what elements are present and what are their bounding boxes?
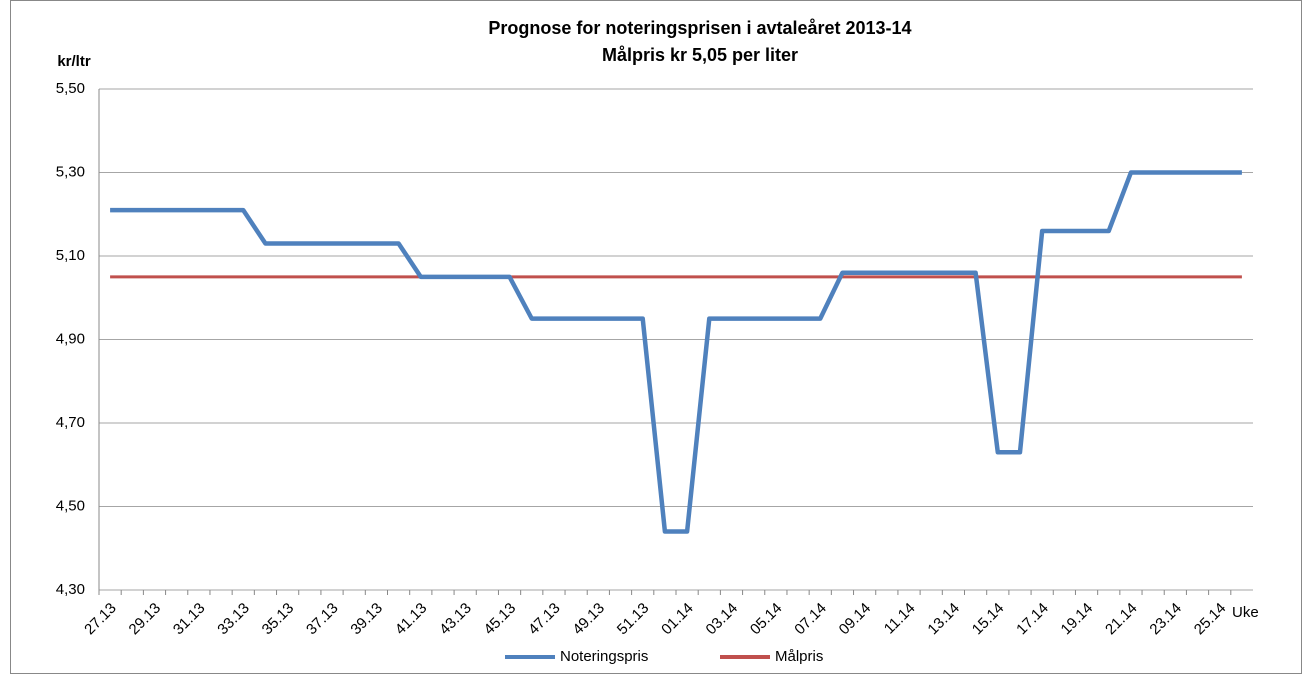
x-tick-label: 07.14 bbox=[791, 600, 830, 639]
y-tick-label: 5,50 bbox=[56, 80, 85, 97]
x-tick-label: 27.13 bbox=[81, 600, 120, 639]
x-tick-label: 11.14 bbox=[881, 600, 919, 638]
x-tick-label: 37.13 bbox=[303, 600, 342, 639]
legend-label: Noteringspris bbox=[560, 648, 648, 665]
x-tick-label: 05.14 bbox=[747, 600, 786, 639]
y-tick-label: 4,50 bbox=[56, 497, 85, 514]
y-tick-label: 5,10 bbox=[56, 247, 85, 264]
x-tick-label: 25.14 bbox=[1191, 600, 1230, 639]
x-tick-label: 21.14 bbox=[1102, 600, 1141, 639]
chart-subtitle: Målpris kr 5,05 per liter bbox=[602, 45, 798, 65]
x-tick-label: 45.13 bbox=[481, 600, 520, 639]
x-axis-label: Uke bbox=[1232, 604, 1259, 621]
x-tick-label: 49.13 bbox=[569, 600, 608, 639]
x-tick-label: 15.14 bbox=[969, 600, 1008, 639]
chart-frame bbox=[10, 0, 1302, 674]
x-tick-label: 47.13 bbox=[525, 600, 564, 639]
y-tick-label: 4,90 bbox=[56, 330, 85, 347]
x-tick-label: 19.14 bbox=[1058, 600, 1097, 639]
y-tick-label: 5,30 bbox=[56, 163, 85, 180]
chart-title: Prognose for noteringsprisen i avtaleåre… bbox=[488, 18, 911, 38]
x-tick-label: 23.14 bbox=[1146, 600, 1185, 639]
x-tick-label: 39.13 bbox=[347, 600, 386, 639]
x-tick-label: 29.13 bbox=[126, 600, 165, 639]
x-tick-label: 17.14 bbox=[1013, 600, 1052, 639]
x-tick-label: 01.14 bbox=[658, 600, 697, 639]
series-line bbox=[110, 170, 1242, 534]
legend-label: Målpris bbox=[775, 648, 823, 665]
x-tick-label: 13.14 bbox=[924, 600, 963, 639]
x-tick-label: 33.13 bbox=[214, 600, 253, 639]
x-tick-label: 43.13 bbox=[436, 600, 475, 639]
y-tick-label: 4,70 bbox=[56, 414, 85, 431]
x-tick-label: 35.13 bbox=[259, 600, 298, 639]
x-tick-label: 31.13 bbox=[170, 600, 209, 639]
x-tick-label: 51.13 bbox=[614, 600, 653, 639]
y-tick-label: 4,30 bbox=[56, 581, 85, 598]
x-tick-label: 41.13 bbox=[392, 600, 431, 639]
y-axis-label: kr/ltr bbox=[57, 53, 91, 70]
x-tick-label: 09.14 bbox=[836, 600, 875, 639]
x-tick-label: 03.14 bbox=[703, 600, 742, 639]
